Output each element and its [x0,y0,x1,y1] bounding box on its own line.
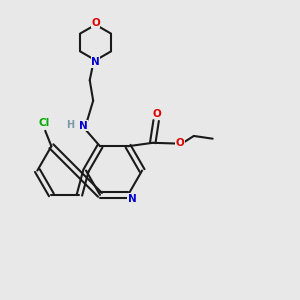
Text: O: O [176,138,184,148]
Text: N: N [91,57,100,67]
Text: N: N [79,121,88,131]
Text: O: O [152,109,161,119]
Text: N: N [128,194,136,204]
Text: H: H [67,120,75,130]
Text: O: O [91,18,100,28]
Text: Cl: Cl [39,118,50,128]
